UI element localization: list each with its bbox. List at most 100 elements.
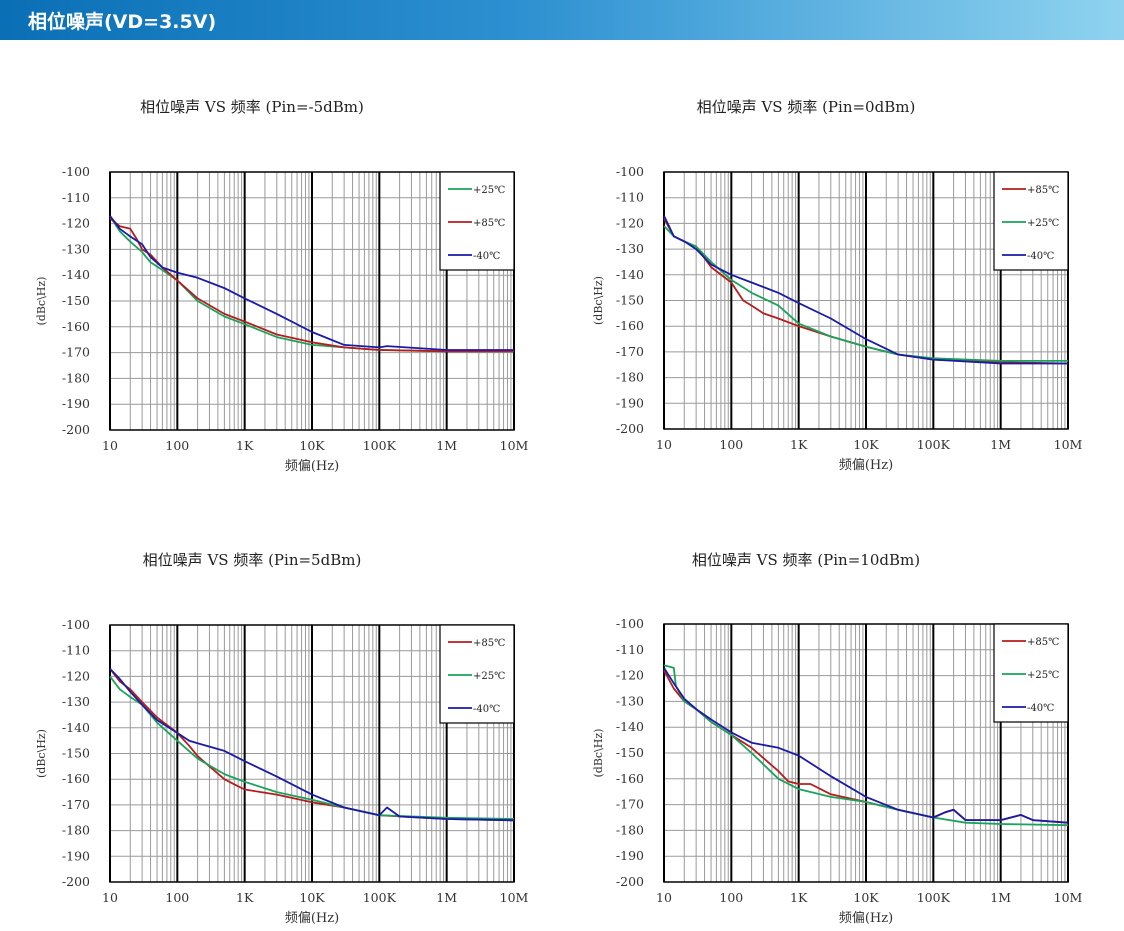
x-tick-label: 10 [102, 438, 118, 453]
y-tick-label: -120 [62, 668, 90, 683]
legend-label: +85℃ [473, 638, 505, 649]
chart-title: 相位噪声 VS 频率 (Pin=5dBm) [143, 551, 362, 569]
plot-frame [663, 171, 1069, 430]
y-tick-label: -200 [616, 421, 644, 436]
y-tick-label: -100 [62, 617, 90, 632]
x-tick-label: 10K [853, 890, 879, 905]
y-tick-label: -120 [62, 216, 90, 231]
x-tick-label: 100K [917, 890, 951, 905]
series-line [109, 668, 515, 822]
y-tick-label: -200 [62, 422, 90, 437]
y-tick-label: -130 [616, 241, 644, 256]
y-tick-label: -100 [616, 164, 644, 179]
y-tick-label: -150 [62, 746, 90, 761]
x-tick-label: 1M [990, 437, 1011, 452]
legend-label: +25℃ [473, 671, 505, 682]
y-tick-label: -110 [616, 642, 644, 657]
x-tick-label: 1K [790, 437, 808, 452]
y-tick-label: -140 [62, 720, 90, 735]
x-tick-label: 10K [299, 890, 325, 905]
y-tick-label: -150 [616, 293, 644, 308]
legend-label: -40℃ [1027, 251, 1054, 262]
series-line [663, 215, 1068, 365]
x-tick-label: 10M [500, 438, 529, 453]
x-tick-label: 100 [165, 890, 189, 905]
legend-label: -40℃ [473, 704, 500, 715]
legend-label: -40℃ [473, 251, 500, 262]
x-tick-label: 10 [656, 437, 672, 452]
x-tick-label: 1K [790, 890, 808, 905]
x-axis-label: 频偏(Hz) [285, 911, 339, 926]
y-tick-label: -170 [62, 345, 90, 360]
header-banner: 相位噪声(VD=3.5V) [0, 0, 1124, 40]
y-tick-label: -200 [62, 874, 90, 889]
y-tick-label: -100 [616, 616, 644, 631]
plot-frame [109, 624, 515, 883]
chart-title: 相位噪声 VS 频率 (Pin=-5dBm) [140, 98, 364, 116]
x-tick-label: 10M [1054, 890, 1083, 905]
x-tick-label: 100 [165, 438, 189, 453]
chart-title: 相位噪声 VS 频率 (Pin=10dBm) [692, 551, 920, 569]
chart-3: 相位噪声 VS 频率 (Pin=5dBm) -100 -110 -120 -130 -14… [35, 551, 529, 926]
x-tick-label: 100 [719, 437, 743, 452]
y-tick-label: -130 [616, 693, 644, 708]
x-tick-label: 10M [1054, 437, 1083, 452]
x-tick-label: 1M [990, 890, 1011, 905]
y-tick-label: -160 [616, 771, 644, 786]
page-title: 相位噪声(VD=3.5V) [28, 11, 217, 33]
y-tick-label: -160 [616, 318, 644, 333]
y-tick-label: -120 [616, 215, 644, 230]
y-tick-label: -160 [62, 771, 90, 786]
y-axis-label: (dBc\Hz) [35, 277, 48, 326]
y-tick-label: -110 [616, 190, 644, 205]
legend-label: +85℃ [473, 218, 505, 229]
legend-label: +25℃ [473, 185, 505, 196]
x-tick-label: 10K [299, 438, 325, 453]
series-line [109, 215, 514, 351]
chart-title: 相位噪声 VS 频率 (Pin=0dBm) [697, 98, 916, 116]
series-line [663, 667, 1069, 824]
y-tick-label: -170 [616, 797, 644, 812]
y-tick-label: -150 [62, 293, 90, 308]
x-axis-label: 频偏(Hz) [839, 458, 893, 473]
legend-label: +85℃ [1027, 185, 1059, 196]
x-tick-label: 1K [236, 438, 254, 453]
y-tick-label: -130 [62, 694, 90, 709]
chart-4: 相位噪声 VS 频率 (Pin=10dBm) -100 -110 -120 -130 -1… [592, 551, 1083, 926]
y-axis-label: (dBc\Hz) [592, 729, 605, 778]
y-tick-label: -180 [62, 370, 90, 385]
y-axis-label: (dBc\Hz) [592, 276, 605, 325]
y-tick-label: -190 [616, 848, 644, 863]
y-tick-label: -110 [62, 190, 90, 205]
y-tick-label: -170 [616, 344, 644, 359]
legend-label: +25℃ [1027, 670, 1059, 681]
y-tick-label: -140 [616, 719, 644, 734]
y-axis-label: (dBc\Hz) [35, 729, 48, 778]
plot-frame [663, 623, 1069, 883]
x-tick-label: 100 [719, 890, 743, 905]
y-tick-label: -180 [616, 822, 644, 837]
x-tick-label: 100K [363, 438, 397, 453]
plot-frame [109, 171, 515, 431]
y-tick-label: -120 [616, 668, 644, 683]
series-line [109, 217, 514, 353]
y-tick-label: -140 [62, 267, 90, 282]
y-tick-label: -180 [62, 823, 90, 838]
x-tick-label: 1M [436, 438, 457, 453]
x-tick-label: 100K [363, 890, 397, 905]
x-tick-label: 10 [102, 890, 118, 905]
y-tick-label: -130 [62, 241, 90, 256]
legend-label: +85℃ [1027, 637, 1059, 648]
y-tick-label: -140 [616, 267, 644, 282]
legend-label: +25℃ [1027, 218, 1059, 229]
y-tick-label: -190 [62, 848, 90, 863]
x-axis-label: 频偏(Hz) [285, 459, 339, 474]
y-tick-label: -160 [62, 319, 90, 334]
y-tick-label: -150 [616, 745, 644, 760]
x-tick-label: 1M [436, 890, 457, 905]
y-tick-label: -190 [616, 395, 644, 410]
x-tick-label: 1K [236, 890, 254, 905]
y-tick-label: -170 [62, 797, 90, 812]
x-tick-label: 10K [853, 437, 879, 452]
x-tick-label: 10 [656, 890, 672, 905]
